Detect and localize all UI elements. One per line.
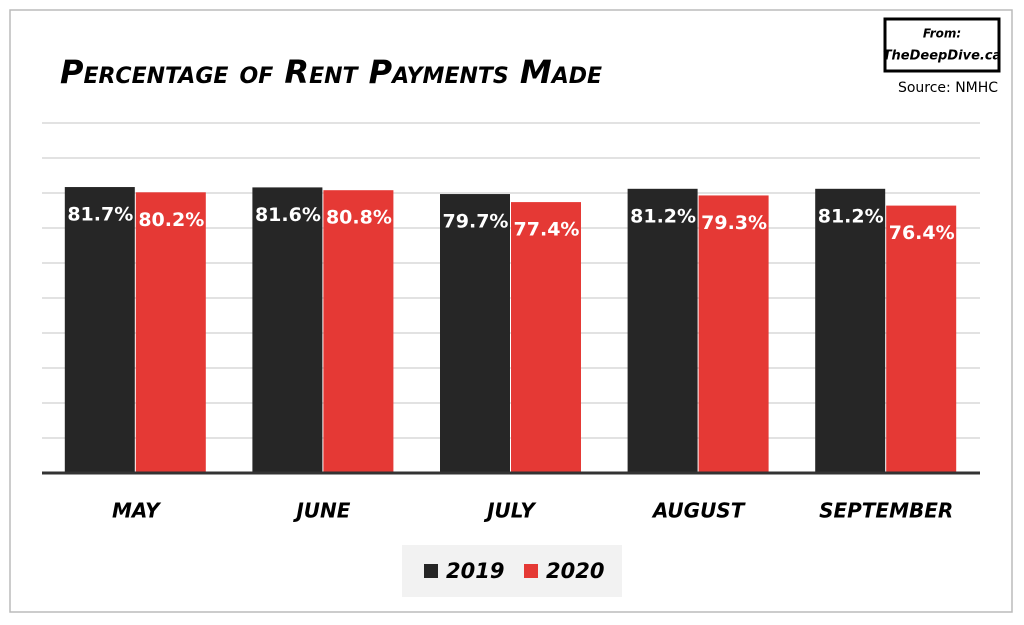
value-label: 79.3% xyxy=(701,212,767,234)
x-tick-label: MAY xyxy=(112,499,162,523)
x-tick-label: SEPTEMBER xyxy=(819,499,953,523)
chart-title: Percentage of Rent Payments Made xyxy=(60,53,602,91)
legend-label: 2020 xyxy=(546,559,604,583)
value-label: 79.7% xyxy=(443,211,509,233)
legend-label: 2019 xyxy=(446,559,504,583)
legend xyxy=(402,545,622,597)
badge xyxy=(883,17,1001,73)
value-label: 77.4% xyxy=(514,219,580,241)
bar xyxy=(64,187,135,474)
value-label: 76.4% xyxy=(889,222,955,244)
value-label: 81.2% xyxy=(630,205,696,227)
value-label: 81.7% xyxy=(67,204,133,226)
bar xyxy=(698,195,769,473)
x-tick-label: JUNE xyxy=(292,499,350,523)
value-label: 81.6% xyxy=(255,204,321,226)
badge-from: From: xyxy=(923,27,961,41)
legend-swatch xyxy=(424,564,438,578)
badge-site: TheDeepDive.ca xyxy=(883,49,1002,64)
bar xyxy=(886,205,957,473)
x-tick-label: JULY xyxy=(483,499,537,523)
bar xyxy=(252,187,323,473)
legend-swatch xyxy=(524,564,538,578)
bar xyxy=(815,188,886,474)
bar xyxy=(323,190,394,473)
value-label: 81.2% xyxy=(818,205,884,227)
bar xyxy=(627,188,698,474)
bar xyxy=(511,202,581,473)
bar xyxy=(440,194,510,474)
value-label: 80.2% xyxy=(138,209,204,231)
x-tick-label: AUGUST xyxy=(651,499,746,523)
value-label: 80.8% xyxy=(326,207,392,229)
source: Source: NMHC xyxy=(898,80,998,96)
bar xyxy=(135,192,206,474)
